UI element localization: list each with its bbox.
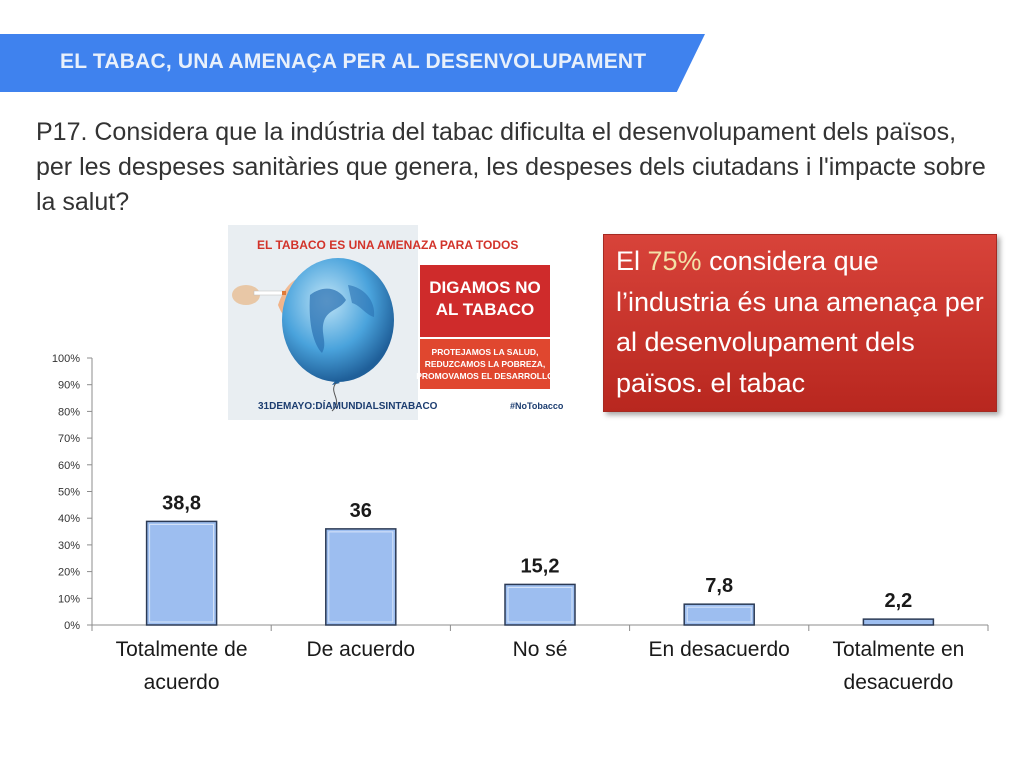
page-title: EL TABAC, UNA AMENAÇA PER AL DESENVOLUPA… xyxy=(60,50,647,73)
poster-box-title-2: AL TABACO xyxy=(436,300,535,319)
bar-highlight xyxy=(328,531,394,623)
x-tick-label: No sé xyxy=(513,638,568,661)
poster-headline: EL TABACO ES UNA AMENAZA PARA TODOS xyxy=(257,238,518,252)
data-label: 36 xyxy=(350,500,372,522)
data-label: 38,8 xyxy=(162,492,201,514)
x-tick-label: En desacuerdo xyxy=(649,638,790,661)
y-tick-label: 80% xyxy=(58,406,80,418)
y-tick-label: 20% xyxy=(58,567,80,579)
y-tick-label: 50% xyxy=(58,487,80,499)
bar xyxy=(683,603,755,626)
y-tick-label: 10% xyxy=(58,593,80,605)
bar-highlight xyxy=(686,606,752,623)
y-tick-label: 90% xyxy=(58,380,80,392)
poster-box-sub-1: PROTEJAMOS LA SALUD, xyxy=(432,347,539,357)
data-label: 15,2 xyxy=(521,555,560,577)
bar-highlight xyxy=(149,523,215,623)
poster-hashtag: #NoTobacco xyxy=(510,401,564,411)
x-tick-label: Totalmente de xyxy=(116,638,248,661)
bar xyxy=(145,520,218,626)
y-tick-label: 70% xyxy=(58,433,80,445)
x-tick-label: desacuerdo xyxy=(844,671,954,694)
data-label: 7,8 xyxy=(705,575,733,597)
bar xyxy=(862,618,935,626)
bar xyxy=(504,583,576,626)
poster-red-box xyxy=(420,265,550,337)
poster-box-sub-2: REDUZCAMOS LA POBREZA, xyxy=(425,359,546,369)
x-tick-label: De acuerdo xyxy=(307,638,416,661)
callout-text: El 75% considera que l’industria és una … xyxy=(616,241,986,403)
poster-footer-date: 31DEMAYO:DÍAMUNDIALSINTABACO xyxy=(258,399,438,412)
poster-sub-box xyxy=(420,339,550,389)
y-tick-label: 40% xyxy=(58,513,80,525)
bar-chart: 0% 10% 20% 30% 40% 50% 60% 70% 80% 90% 100% 38,8 Tot… xyxy=(52,353,989,694)
data-label: 2,2 xyxy=(884,590,912,612)
hand-cigarette-icon xyxy=(232,285,286,305)
callout-box: El 75% considera que l’industria és una … xyxy=(603,234,997,412)
globe-balloon-icon xyxy=(282,258,394,412)
title-banner xyxy=(0,34,705,92)
y-tick-label: 60% xyxy=(58,460,80,472)
callout-prefix: El xyxy=(616,246,648,276)
poster-box-sub-3: PROMOVAMOS EL DESARROLLO xyxy=(416,371,554,381)
bar xyxy=(325,528,397,626)
callout-highlight: 75% xyxy=(647,246,702,276)
campaign-poster: EL TABACO ES UNA AMENAZA PARA TODOS DIGA… xyxy=(228,225,600,420)
x-tick-label: acuerdo xyxy=(144,671,220,694)
question-text: P17. Considera que la indústria del taba… xyxy=(36,118,986,216)
bar-highlight xyxy=(507,586,573,623)
callout-rest: considera que l’industria és una amenaça… xyxy=(616,246,984,398)
x-tick-label: Totalmente en xyxy=(832,638,964,661)
y-tick-label: 30% xyxy=(58,540,80,552)
y-tick-label: 100% xyxy=(52,353,80,365)
poster-box-title-1: DIGAMOS NO xyxy=(429,278,540,297)
y-tick-label: 0% xyxy=(64,620,80,632)
